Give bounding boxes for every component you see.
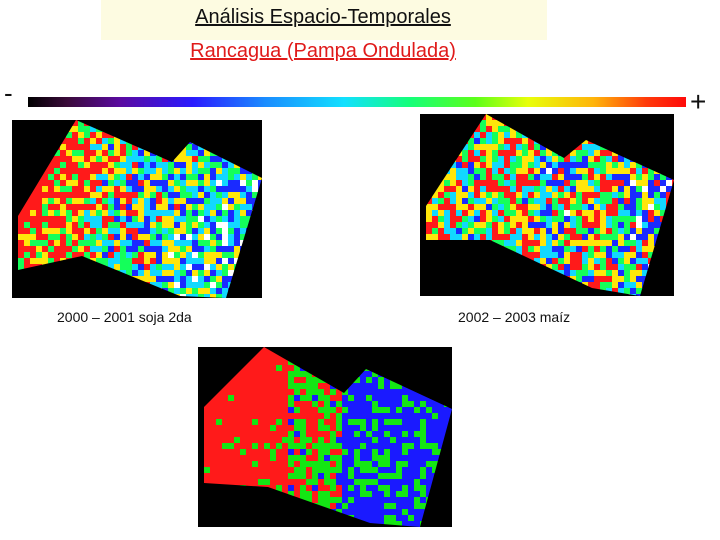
color-scale-bar bbox=[28, 97, 686, 107]
map-2002-2003 bbox=[420, 114, 674, 296]
scale-low-label: - bbox=[4, 78, 13, 108]
map-caption-2002-2003: 2002 – 2003 maíz bbox=[458, 309, 571, 325]
map-caption-2000-2001: 2000 – 2001 soja 2da bbox=[57, 309, 192, 325]
title-box bbox=[101, 0, 547, 40]
map-2000-2001 bbox=[12, 120, 262, 298]
scale-high-label: + bbox=[690, 86, 707, 117]
page-title: Análisis Espacio-Temporales bbox=[195, 6, 451, 28]
map-classified-zones bbox=[198, 347, 452, 527]
page-subtitle: Rancagua (Pampa Ondulada) bbox=[190, 40, 456, 62]
